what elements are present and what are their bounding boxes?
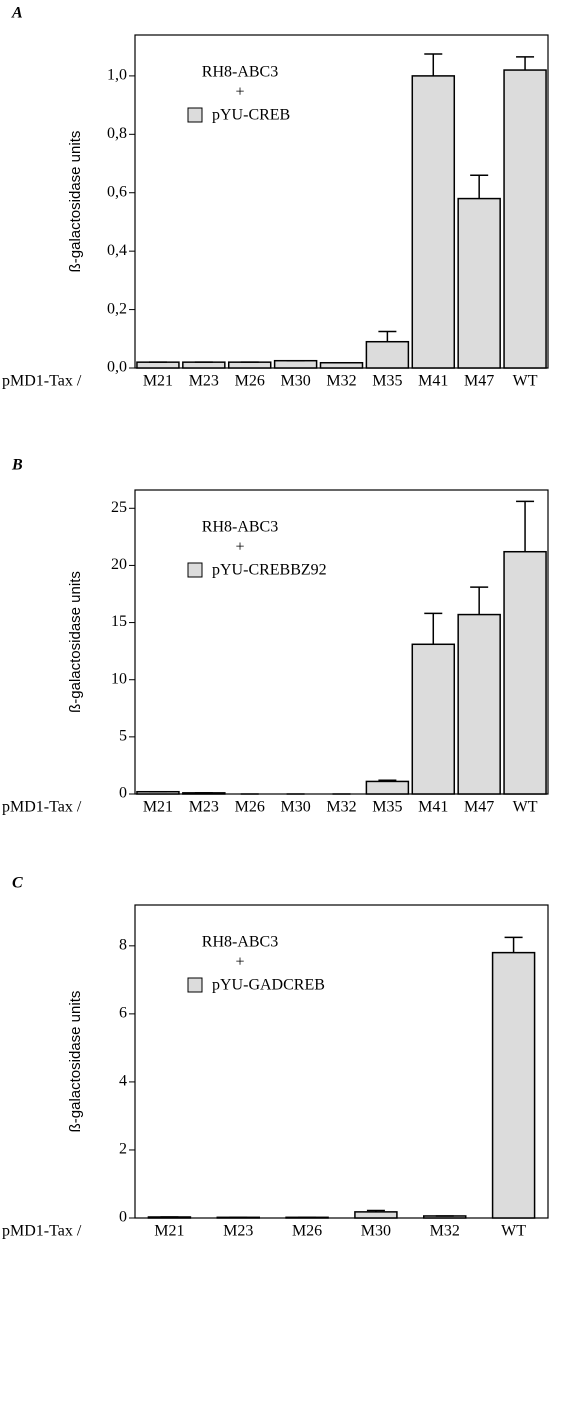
- panel-label: C: [12, 875, 23, 892]
- y-tick-label: 1,0: [107, 67, 127, 84]
- y-axis-label: ß-galactosidase units: [67, 571, 84, 713]
- y-tick-label: 0,0: [107, 359, 127, 376]
- legend-text: pYU-CREBBZ92: [212, 562, 327, 579]
- y-tick-label: 0,6: [107, 183, 127, 200]
- legend-text: +: [235, 84, 244, 101]
- y-tick-label: 6: [119, 1005, 127, 1022]
- bar: [273, 359, 318, 369]
- x-tick-label: M21: [143, 373, 173, 390]
- x-tick-label: WT: [501, 1223, 526, 1240]
- bar: [319, 361, 364, 369]
- x-tick-label: M26: [292, 1223, 322, 1240]
- y-tick-label: 20: [111, 556, 127, 573]
- y-tick-label: 25: [111, 499, 127, 516]
- y-axis-label: ß-galactosidase units: [67, 991, 84, 1133]
- x-tick-label: M30: [361, 1223, 391, 1240]
- x-tick-label: M41: [418, 373, 448, 390]
- legend-swatch: [187, 107, 203, 123]
- panel-label: B: [11, 457, 23, 474]
- x-tick-label: M47: [464, 799, 494, 816]
- x-tick-label: M41: [418, 799, 448, 816]
- legend-text: RH8-ABC3: [202, 934, 278, 951]
- x-tick-label: M26: [235, 799, 265, 816]
- x-tick-label: M30: [280, 799, 310, 816]
- bar: [411, 643, 456, 795]
- bar: [365, 340, 410, 369]
- x-prefix: pMD1-Tax /: [2, 799, 82, 816]
- bar: [354, 1211, 398, 1219]
- y-tick-label: 0,4: [107, 242, 127, 259]
- bar: [457, 197, 501, 369]
- plot-frame: [134, 904, 549, 1219]
- bar: [227, 361, 272, 369]
- y-tick-label: 10: [111, 670, 127, 687]
- y-tick-label: 0: [119, 1209, 127, 1226]
- x-tick-label: WT: [513, 799, 538, 816]
- bar: [503, 69, 547, 369]
- bar: [182, 361, 226, 369]
- y-tick-label: 0,8: [107, 125, 127, 142]
- legend-text: RH8-ABC3: [202, 519, 278, 536]
- x-tick-label: M32: [326, 373, 356, 390]
- bar: [491, 951, 536, 1219]
- bar: [503, 550, 547, 795]
- x-prefix: pMD1-Tax /: [2, 1223, 82, 1240]
- bar: [136, 361, 180, 369]
- y-tick-label: 15: [111, 613, 127, 630]
- legend-swatch: [187, 977, 203, 993]
- legend-text: pYU-CREB: [212, 107, 290, 124]
- y-tick-label: 2: [119, 1141, 127, 1158]
- y-tick-label: 4: [119, 1073, 127, 1090]
- y-tick-label: 0,2: [107, 300, 127, 317]
- x-prefix: pMD1-Tax /: [2, 373, 82, 390]
- bar: [411, 75, 456, 369]
- x-tick-label: M21: [154, 1223, 184, 1240]
- x-tick-label: M26: [235, 373, 265, 390]
- x-tick-label: M30: [280, 373, 310, 390]
- x-tick-label: WT: [513, 373, 538, 390]
- x-tick-label: M23: [189, 373, 219, 390]
- y-tick-label: 8: [119, 936, 127, 953]
- y-tick-label: 5: [119, 728, 127, 745]
- x-tick-label: M32: [326, 799, 356, 816]
- legend-text: +: [235, 539, 244, 556]
- x-tick-label: M23: [223, 1223, 253, 1240]
- x-tick-label: M47: [464, 373, 494, 390]
- panel-label: A: [11, 5, 23, 22]
- x-tick-label: M21: [143, 799, 173, 816]
- x-tick-label: M35: [372, 799, 402, 816]
- x-tick-label: M32: [430, 1223, 460, 1240]
- legend-swatch: [187, 562, 203, 578]
- legend-text: +: [235, 954, 244, 971]
- bar: [457, 613, 501, 795]
- legend-text: RH8-ABC3: [202, 64, 278, 81]
- x-tick-label: M23: [189, 799, 219, 816]
- y-axis-label: ß-galactosidase units: [67, 131, 84, 273]
- bar: [365, 780, 410, 795]
- x-tick-label: M35: [372, 373, 402, 390]
- y-tick-label: 0: [119, 785, 127, 802]
- legend-text: pYU-GADCREB: [212, 977, 325, 994]
